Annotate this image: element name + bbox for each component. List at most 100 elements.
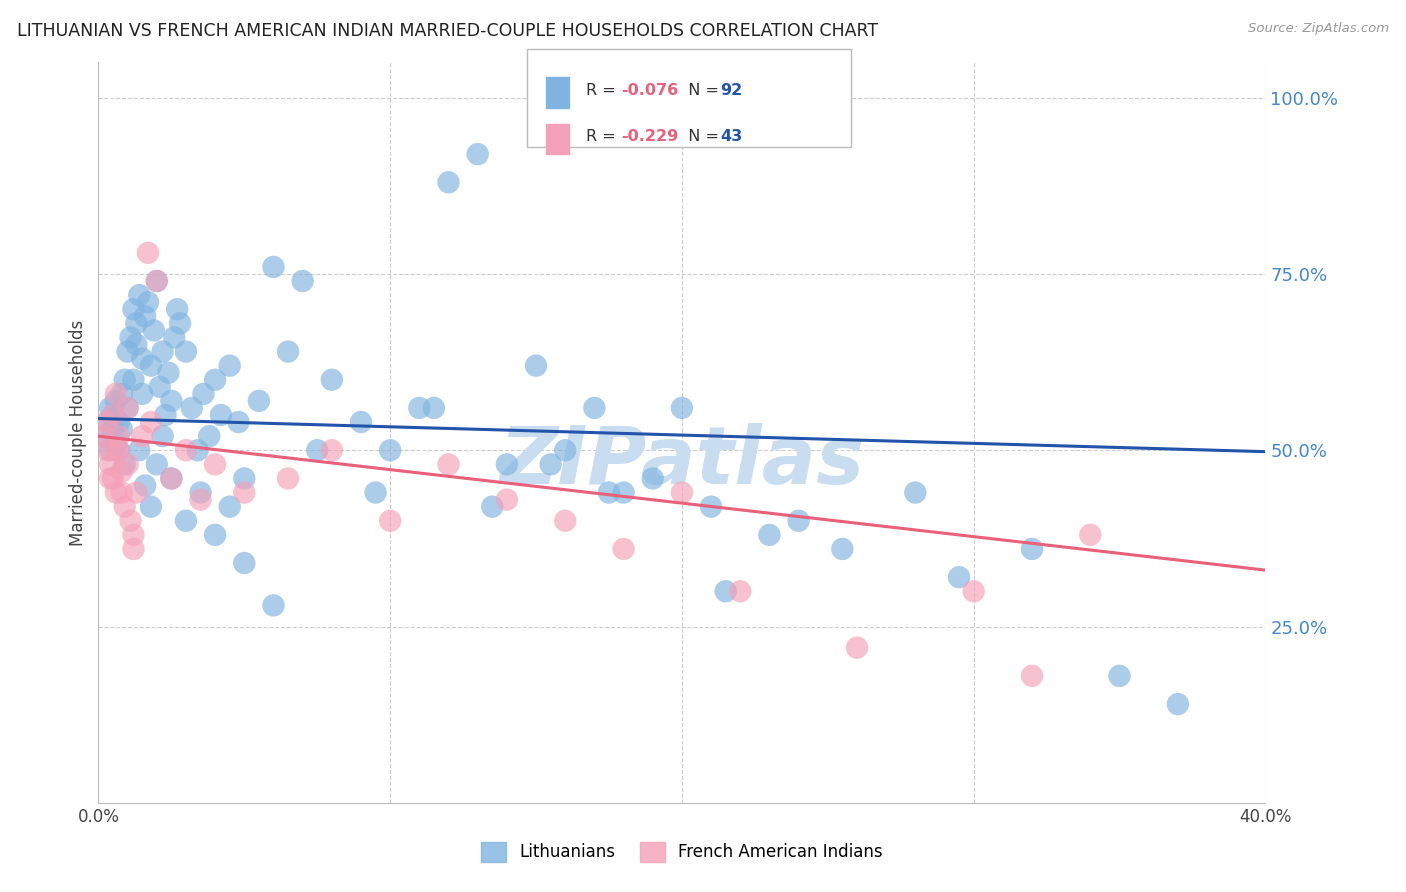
Point [96, 443, 118, 458]
Legend: Lithuanians, French American Indians: Lithuanians, French American Indians [474, 835, 890, 869]
Point [104, 436, 127, 450]
Point [350, 415, 373, 429]
Point [307, 443, 329, 458]
Text: -0.076: -0.076 [621, 83, 679, 98]
Point [166, 302, 188, 317]
Point [174, 344, 197, 359]
Point [193, 387, 215, 401]
Text: -0.229: -0.229 [621, 129, 679, 145]
Y-axis label: Married-couple Households: Married-couple Households [69, 319, 87, 546]
Point [122, 528, 145, 542]
Point [125, 316, 148, 330]
Point [321, 373, 343, 387]
Point [139, 415, 162, 429]
Point [111, 387, 134, 401]
Point [481, 500, 503, 514]
Point [190, 485, 212, 500]
Point [904, 485, 927, 500]
Point [117, 401, 139, 415]
Point [108, 443, 131, 458]
Point [218, 500, 240, 514]
Point [160, 471, 183, 485]
Point [233, 556, 256, 570]
Point [583, 401, 606, 415]
Point [146, 274, 169, 288]
Point [101, 408, 124, 422]
Point [134, 478, 156, 492]
Point [612, 485, 634, 500]
Point [157, 366, 180, 380]
Point [152, 429, 174, 443]
Point [104, 443, 127, 458]
Point [190, 492, 212, 507]
Point [152, 344, 174, 359]
Point [364, 485, 387, 500]
Point [125, 485, 148, 500]
Point [114, 500, 136, 514]
Point [169, 316, 191, 330]
Point [948, 570, 970, 584]
Point [612, 541, 634, 556]
Point [111, 485, 134, 500]
Point [262, 599, 284, 613]
Point [671, 485, 693, 500]
Point [128, 443, 150, 458]
Point [233, 471, 256, 485]
Point [1021, 541, 1043, 556]
Text: R =: R = [586, 129, 621, 145]
Point [380, 443, 402, 458]
Point [155, 408, 177, 422]
Point [228, 415, 250, 429]
Text: N =: N = [678, 129, 724, 145]
Point [111, 464, 134, 478]
Point [142, 323, 165, 337]
Point [117, 458, 139, 472]
Point [467, 147, 489, 161]
Point [496, 492, 519, 507]
Point [180, 401, 202, 415]
Point [108, 443, 131, 458]
Point [554, 443, 576, 458]
Text: LITHUANIAN VS FRENCH AMERICAN INDIAN MARRIED-COUPLE HOUSEHOLDS CORRELATION CHART: LITHUANIAN VS FRENCH AMERICAN INDIAN MAR… [17, 22, 877, 40]
Point [641, 471, 664, 485]
Point [198, 429, 221, 443]
Point [101, 408, 124, 422]
Point [831, 541, 853, 556]
Point [122, 541, 145, 556]
Point [125, 337, 148, 351]
Point [321, 443, 343, 458]
Point [787, 514, 810, 528]
Point [139, 500, 162, 514]
Point [108, 415, 131, 429]
Point [1108, 669, 1130, 683]
Point [291, 274, 314, 288]
Point [136, 295, 159, 310]
Point [131, 351, 153, 366]
Point [730, 584, 752, 599]
Point [218, 359, 240, 373]
Point [1080, 528, 1102, 542]
Point [136, 245, 159, 260]
Point [758, 528, 780, 542]
Text: N =: N = [678, 83, 724, 98]
Point [160, 471, 183, 485]
Point [111, 422, 134, 436]
Point [714, 584, 737, 599]
Point [204, 458, 226, 472]
Point [962, 584, 984, 599]
Point [380, 514, 402, 528]
Point [120, 330, 142, 344]
Point [209, 408, 232, 422]
Point [98, 401, 121, 415]
Point [187, 443, 209, 458]
Point [128, 288, 150, 302]
Point [160, 393, 183, 408]
Point [131, 429, 153, 443]
Point [174, 443, 197, 458]
Point [114, 373, 136, 387]
Point [437, 458, 460, 472]
Point [540, 458, 562, 472]
Point [96, 415, 118, 429]
Point [262, 260, 284, 274]
Point [108, 429, 131, 443]
